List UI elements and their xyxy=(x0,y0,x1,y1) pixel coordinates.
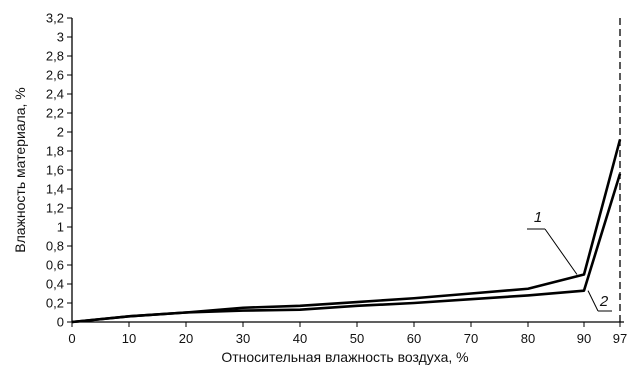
curve-label-1: 1 xyxy=(534,209,542,226)
y-tick-label: 1,4 xyxy=(46,182,64,197)
x-tick-label: 0 xyxy=(68,331,75,346)
x-tick-label: 60 xyxy=(407,331,421,346)
x-tick-label: 50 xyxy=(350,331,364,346)
x-axis-title: Относительная влажность воздуха, % xyxy=(221,349,468,365)
y-tick-label: 1,2 xyxy=(46,201,64,216)
y-tick-label: 2,4 xyxy=(46,87,64,102)
y-tick-label: 0,4 xyxy=(46,277,64,292)
x-tick-label: 90 xyxy=(577,331,591,346)
y-tick-label: 1,8 xyxy=(46,144,64,159)
y-tick-label: 2,8 xyxy=(46,49,64,64)
y-tick-label: 0,8 xyxy=(46,239,64,254)
y-tick-label: 2,6 xyxy=(46,68,64,83)
x-axis: 0 10 20 30 40 50 60 70 80 90 97 xyxy=(68,321,627,346)
series-layer xyxy=(71,139,622,324)
x-tick-label: 40 xyxy=(293,331,307,346)
y-tick-label: 2 xyxy=(57,125,64,140)
x-tick-label: 30 xyxy=(236,331,250,346)
y-tick-label: 0,6 xyxy=(46,258,64,273)
y-tick-label: 1,6 xyxy=(46,163,64,178)
label-1-leader xyxy=(544,228,578,275)
x-tick-label: 80 xyxy=(521,331,535,346)
x-tick-label: 10 xyxy=(122,331,136,346)
series-line-2 xyxy=(71,173,622,324)
x-tick-label: 97 xyxy=(613,331,627,346)
y-tick-label: 3 xyxy=(57,30,64,45)
y-tick-label: 1 xyxy=(57,220,64,235)
curve-label-2: 2 xyxy=(599,293,609,310)
y-tick-label: 2,2 xyxy=(46,106,64,121)
curve-labels: 12 xyxy=(527,209,612,312)
x-tick-label: 70 xyxy=(464,331,478,346)
y-tick-label: 3,2 xyxy=(46,11,64,26)
x-tick-label: 20 xyxy=(179,331,193,346)
label-2-leader xyxy=(587,290,599,312)
y-tick-label: 0 xyxy=(57,315,64,330)
y-tick-label: 0,2 xyxy=(46,296,64,311)
y-axis-title: Влажность материала, % xyxy=(12,87,28,253)
y-axis: 0 0,2 0,4 0,6 0,8 1 1,2 1,4 1,6 1,8 2 2,2 2,4 2,6 2,8 3… xyxy=(46,11,73,330)
